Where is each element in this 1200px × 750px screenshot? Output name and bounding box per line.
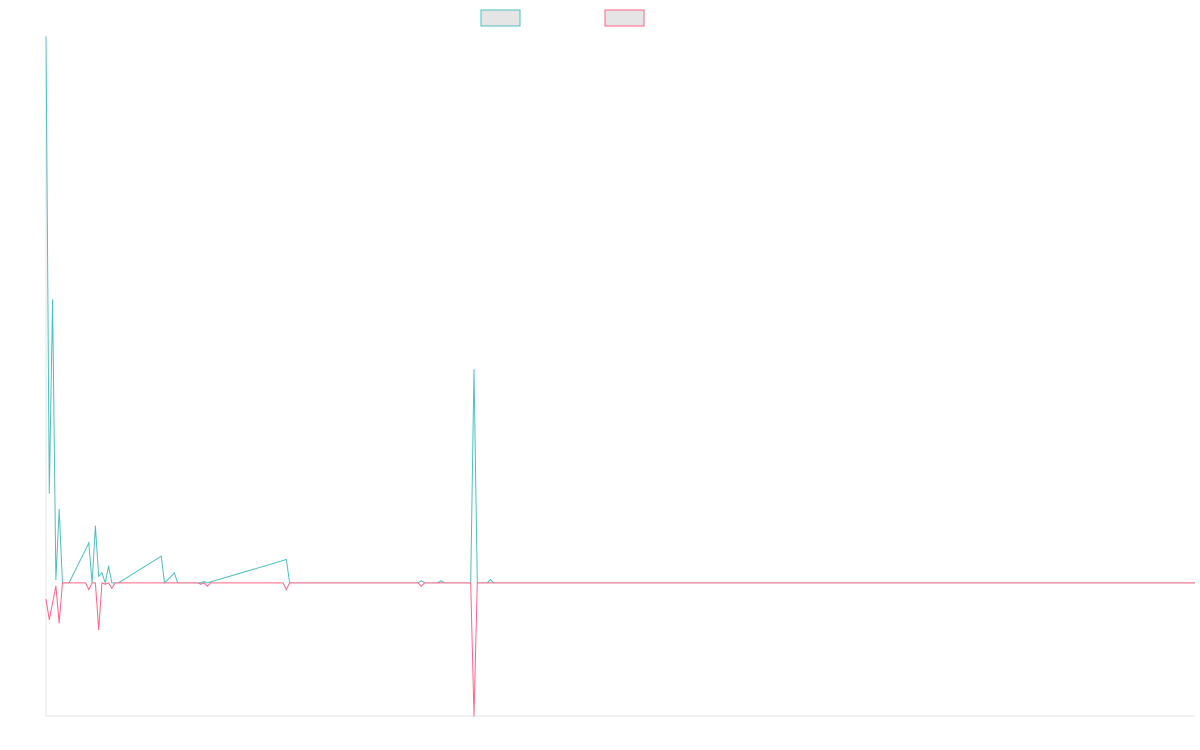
data-point-2-21 xyxy=(206,585,208,587)
series-line-2 xyxy=(45,582,1195,717)
data-point-2-3 xyxy=(55,585,57,587)
data-point-2-4 xyxy=(58,622,60,624)
data-point-2-24 xyxy=(285,588,287,591)
series-line-1 xyxy=(45,36,1195,585)
data-point-1-10 xyxy=(94,525,96,527)
data-point-1-8 xyxy=(88,542,90,544)
data-point-2-8 xyxy=(88,588,90,591)
data-point-1-34 xyxy=(473,369,475,371)
data-point-1-4 xyxy=(58,509,60,511)
data-point-1-31 xyxy=(440,580,442,582)
data-point-2-19 xyxy=(200,583,202,585)
legend-swatch-2 xyxy=(604,9,645,27)
data-point-1-37 xyxy=(489,578,492,581)
data-point-2-15 xyxy=(111,587,113,589)
data-point-1-25 xyxy=(285,558,287,561)
data-point-1-18 xyxy=(160,555,162,557)
data-point-2-1 xyxy=(48,618,50,621)
data-point-2-27 xyxy=(420,585,422,587)
series-lines xyxy=(45,36,1195,717)
data-point-1-23 xyxy=(203,580,205,583)
data-point-2-11 xyxy=(98,628,100,631)
legend-item-1[interactable] xyxy=(480,9,521,27)
data-point-1-12 xyxy=(101,572,103,574)
legend xyxy=(480,9,645,27)
data-point-1-20 xyxy=(173,572,175,574)
data-point-1-2 xyxy=(51,299,54,301)
data-point-1-28 xyxy=(420,580,422,582)
data-point-1-14 xyxy=(107,565,110,567)
legend-swatch-1 xyxy=(480,9,521,27)
data-point-2-2 xyxy=(51,602,54,604)
data-point-1-3 xyxy=(55,578,57,581)
data-point-2-30 xyxy=(473,715,475,717)
data-point-1-11 xyxy=(98,575,100,577)
data-point-1-0 xyxy=(45,36,47,38)
data-point-2-13 xyxy=(104,583,106,585)
data-point-1-1 xyxy=(48,492,50,494)
legend-item-2[interactable] xyxy=(604,9,645,27)
data-point-2-0 xyxy=(45,598,47,601)
axes xyxy=(45,37,1195,717)
